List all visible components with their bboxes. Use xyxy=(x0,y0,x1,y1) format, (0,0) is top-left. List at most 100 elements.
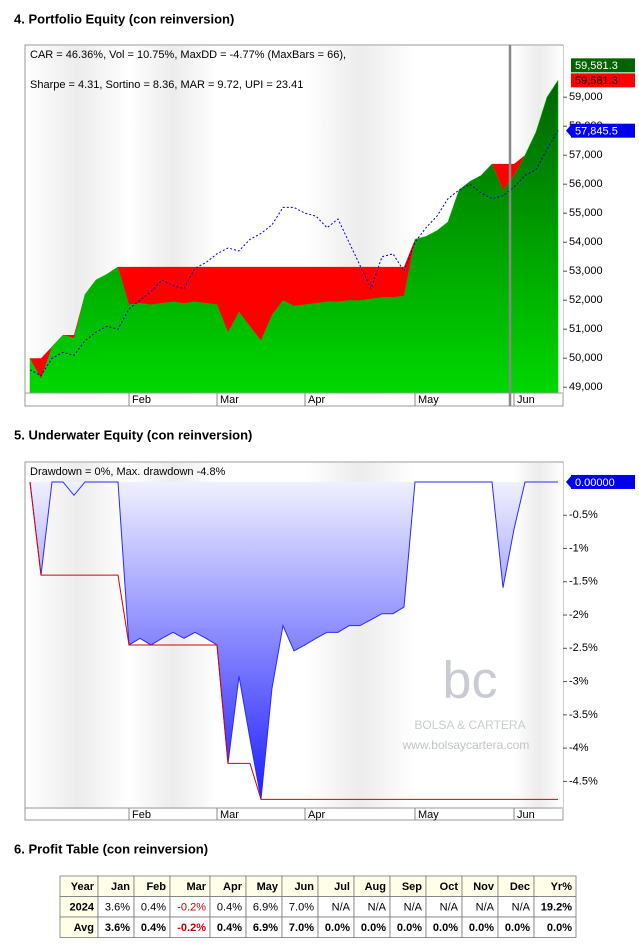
table-text: 0.0% xyxy=(325,922,350,934)
month-band xyxy=(514,463,563,809)
end-label: 57,845.5 xyxy=(575,126,618,138)
end-label-box xyxy=(571,58,635,73)
table-text: 0.0% xyxy=(505,922,530,934)
table-text: N/A xyxy=(512,902,531,914)
table-text: Dec xyxy=(510,881,530,893)
x-tick-label: Mar xyxy=(220,809,239,821)
table-text: 0.4% xyxy=(217,902,242,914)
y-tick-label: -4% xyxy=(569,742,589,754)
y-tick-label: -2% xyxy=(569,609,589,621)
y-tick-label: -4.5% xyxy=(569,775,598,787)
table-text: May xyxy=(257,881,279,893)
table-text: Nov xyxy=(473,881,495,893)
x-tick-label: Apr xyxy=(308,809,325,821)
underwater-chart: Feb Mar Apr May Jun -0.5% -1% -1.5% -2% -2.5% -3% -… xyxy=(24,461,635,821)
end-label: 59,581.3 xyxy=(575,60,618,72)
table-text: 0.0% xyxy=(547,922,572,934)
end-label-arrow xyxy=(566,474,572,489)
x-tick-label: Feb xyxy=(132,394,151,406)
table-text: 7.0% xyxy=(289,922,314,934)
section-title: 6. Profit Table (con reinversion) xyxy=(14,841,208,856)
table-text: N/A xyxy=(476,902,495,914)
equity-chart: Feb Mar Apr May Jun 49,000 50,000 51,000 52,000 5… xyxy=(24,44,635,407)
annotation: Sharpe = 4.31, Sortino = 8.36, MAR = 9.7… xyxy=(30,79,303,91)
table-text: -0.2% xyxy=(177,902,206,914)
y-tick-label: 54,000 xyxy=(569,236,603,248)
table-text: 0.4% xyxy=(141,902,166,914)
watermark-logo: bc xyxy=(443,652,498,710)
table-text: 2024 xyxy=(70,902,95,914)
x-tick-label: Feb xyxy=(132,809,151,821)
table-text: 0.0% xyxy=(433,922,458,934)
table-text: N/A xyxy=(404,902,423,914)
section-title: 5. Underwater Equity (con reinversion) xyxy=(14,427,252,442)
y-tick-label: 57,000 xyxy=(569,149,603,161)
table-text: Sep xyxy=(402,881,422,893)
table-text: Jun xyxy=(294,881,314,893)
table-text: 7.0% xyxy=(289,902,314,914)
table-text: Yr% xyxy=(551,881,573,893)
end-label-box xyxy=(571,474,635,489)
section-title: 4. Portfolio Equity (con reinversion) xyxy=(14,11,234,26)
end-label-box xyxy=(571,73,635,88)
table-text: Feb xyxy=(146,881,166,893)
table-text: 3.6% xyxy=(105,922,130,934)
table-text: 0.0% xyxy=(397,922,422,934)
table-text: N/A xyxy=(440,902,459,914)
table-text: N/A xyxy=(332,902,351,914)
table-text: 0.4% xyxy=(141,922,166,934)
end-label-box xyxy=(571,123,635,138)
x-tick-label: May xyxy=(418,394,439,406)
profit-table: Year Jan Feb Mar Apr May Jun Jul Aug Sep Oct Nov Dec… xyxy=(59,875,577,938)
y-tick-label: 55,000 xyxy=(569,207,603,219)
table-text: Mar xyxy=(186,881,206,893)
table-text: 3.6% xyxy=(105,902,130,914)
x-tick-label: Apr xyxy=(308,394,325,406)
table-text: -0.2% xyxy=(177,922,206,934)
watermark-name: BOLSA & CARTERA xyxy=(414,718,525,732)
table-text: Jan xyxy=(111,881,130,893)
y-tick-label: -2.5% xyxy=(569,642,598,654)
y-tick-label: -1.5% xyxy=(569,576,598,588)
table-text: 0.0% xyxy=(361,922,386,934)
x-tick-label: Mar xyxy=(220,394,239,406)
underwater-area xyxy=(30,481,558,800)
x-tick-label: May xyxy=(418,809,439,821)
x-tick-label: Jun xyxy=(517,809,535,821)
end-label: 0.00000 xyxy=(575,477,615,489)
annotation: Drawdown = 0%, Max. drawdown -4.8% xyxy=(30,466,226,478)
table-text: Aug xyxy=(365,881,386,893)
table-text: N/A xyxy=(368,902,387,914)
table-text: Avg xyxy=(74,922,94,934)
end-label: 59,581.3 xyxy=(575,75,618,87)
max-drawdown-line xyxy=(29,481,558,800)
annotation: CAR = 46.36%, Vol = 10.75%, MaxDD = -4.7… xyxy=(30,49,346,61)
y-tick-label: 50,000 xyxy=(569,352,603,364)
underwater-line xyxy=(29,481,558,800)
table-text: Year xyxy=(71,881,95,893)
watermark-url: www.bolsaycartera.com xyxy=(402,738,530,752)
y-tick-label: 49,000 xyxy=(569,381,603,393)
table-text: 6.9% xyxy=(253,902,278,914)
y-tick-label: 52,000 xyxy=(569,294,603,306)
table-text: 19.2% xyxy=(541,902,572,914)
y-tick-label: -1% xyxy=(569,542,589,554)
table-text: Oct xyxy=(440,881,459,893)
end-label-arrow xyxy=(566,123,572,138)
table-text: 0.0% xyxy=(469,922,494,934)
y-tick-label: 59,000 xyxy=(569,91,603,103)
table-text: Apr xyxy=(223,881,243,893)
y-tick-label: -3% xyxy=(569,675,589,687)
y-tick-label: 51,000 xyxy=(569,323,603,335)
y-tick-label: -3.5% xyxy=(569,709,598,721)
y-tick-label: 53,000 xyxy=(569,265,603,277)
y-tick-label: 56,000 xyxy=(569,178,603,190)
table-text: Jul xyxy=(334,881,350,893)
y-tick-label: -0.5% xyxy=(569,509,598,521)
x-tick-label: Jun xyxy=(517,394,535,406)
benchmark-line xyxy=(29,130,559,377)
table-cell xyxy=(533,916,577,938)
table-text: 6.9% xyxy=(253,922,278,934)
table-text: 0.4% xyxy=(217,922,242,934)
